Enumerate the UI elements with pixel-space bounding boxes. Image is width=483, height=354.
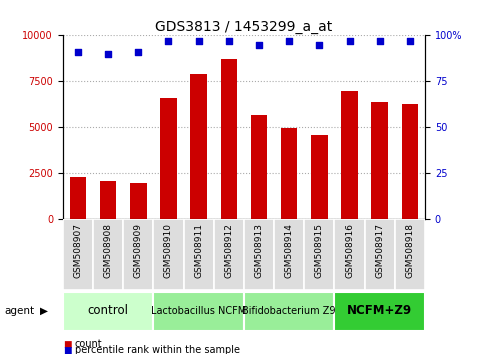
Text: percentile rank within the sample: percentile rank within the sample bbox=[75, 345, 240, 354]
Point bbox=[134, 49, 142, 55]
Bar bbox=[251, 115, 267, 219]
Bar bbox=[70, 177, 86, 219]
Bar bbox=[365, 219, 395, 290]
Text: Bifidobacterium Z9: Bifidobacterium Z9 bbox=[242, 306, 336, 316]
Bar bbox=[221, 59, 237, 219]
Point bbox=[315, 42, 323, 47]
Bar bbox=[63, 292, 154, 331]
Bar bbox=[160, 98, 177, 219]
Point bbox=[195, 38, 202, 44]
Text: GSM508916: GSM508916 bbox=[345, 223, 354, 278]
Point bbox=[285, 38, 293, 44]
Bar bbox=[154, 219, 184, 290]
Text: GSM508910: GSM508910 bbox=[164, 223, 173, 278]
Text: NCFM+Z9: NCFM+Z9 bbox=[347, 304, 412, 317]
Bar bbox=[311, 135, 327, 219]
Bar bbox=[334, 292, 425, 331]
Text: GSM508915: GSM508915 bbox=[315, 223, 324, 278]
Text: GSM508907: GSM508907 bbox=[73, 223, 83, 278]
Point bbox=[406, 38, 414, 44]
Text: GSM508909: GSM508909 bbox=[134, 223, 143, 278]
Bar bbox=[281, 129, 298, 219]
Bar bbox=[190, 74, 207, 219]
Text: count: count bbox=[75, 339, 102, 349]
Bar bbox=[244, 219, 274, 290]
Bar bbox=[93, 219, 123, 290]
Bar bbox=[371, 102, 388, 219]
Text: ▶: ▶ bbox=[40, 306, 48, 316]
Text: Lactobacillus NCFM: Lactobacillus NCFM bbox=[151, 306, 246, 316]
Bar bbox=[341, 91, 358, 219]
Bar bbox=[334, 219, 365, 290]
Text: ■: ■ bbox=[63, 340, 71, 349]
Text: GSM508913: GSM508913 bbox=[255, 223, 264, 278]
Title: GDS3813 / 1453299_a_at: GDS3813 / 1453299_a_at bbox=[156, 21, 332, 34]
Bar bbox=[123, 219, 154, 290]
Text: GSM508908: GSM508908 bbox=[103, 223, 113, 278]
Point bbox=[74, 49, 82, 55]
Bar bbox=[395, 219, 425, 290]
Point bbox=[165, 38, 172, 44]
Bar bbox=[154, 292, 244, 331]
Bar bbox=[213, 219, 244, 290]
Bar bbox=[402, 103, 418, 219]
Text: GSM508911: GSM508911 bbox=[194, 223, 203, 278]
Point bbox=[346, 38, 354, 44]
Bar bbox=[184, 219, 213, 290]
Bar bbox=[304, 219, 334, 290]
Point bbox=[225, 38, 233, 44]
Text: GSM508914: GSM508914 bbox=[284, 223, 294, 278]
Point bbox=[104, 51, 112, 57]
Point bbox=[376, 38, 384, 44]
Point bbox=[255, 42, 263, 47]
Text: agent: agent bbox=[5, 306, 35, 316]
Text: control: control bbox=[87, 304, 128, 317]
Text: ■: ■ bbox=[63, 346, 71, 354]
Bar bbox=[274, 219, 304, 290]
Bar bbox=[63, 219, 93, 290]
Text: GSM508917: GSM508917 bbox=[375, 223, 384, 278]
Bar bbox=[244, 292, 334, 331]
Bar bbox=[130, 183, 146, 219]
Bar bbox=[100, 181, 116, 219]
Text: GSM508918: GSM508918 bbox=[405, 223, 414, 278]
Text: GSM508912: GSM508912 bbox=[224, 223, 233, 278]
